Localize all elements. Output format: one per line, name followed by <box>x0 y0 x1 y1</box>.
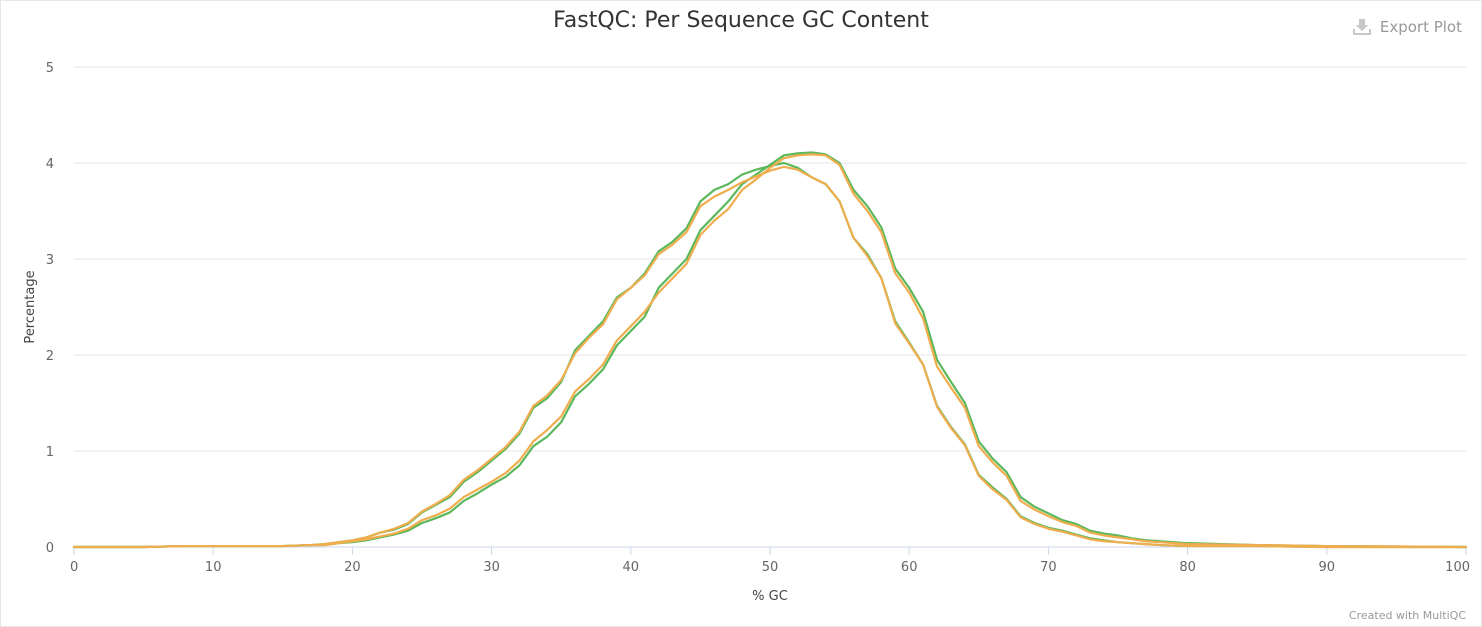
x-tick-label: 80 <box>1179 560 1196 575</box>
series-line-3[interactable] <box>72 165 1468 549</box>
series-lines <box>72 151 1468 549</box>
x-axis-label: % GC <box>752 589 788 604</box>
x-tick-label: 40 <box>623 560 640 575</box>
y-tick-label: 5 <box>46 61 54 76</box>
gridlines <box>74 66 1466 452</box>
x-tick-label: 10 <box>205 560 222 575</box>
y-tick-label: 4 <box>46 157 54 172</box>
multiqc-credit: Created with MultiQC <box>1348 609 1466 622</box>
x-tick-label: 90 <box>1319 560 1336 575</box>
series-line-4[interactable] <box>72 153 1468 549</box>
x-tick-label: 0 <box>70 560 78 575</box>
x-tick-label: 30 <box>483 560 500 575</box>
y-tick-label: 3 <box>46 253 54 268</box>
x-tick-label: 60 <box>901 560 918 575</box>
series-line-2[interactable] <box>72 151 1468 549</box>
export-plot-label: Export Plot <box>1379 18 1462 36</box>
x-tick-label: 70 <box>1040 560 1057 575</box>
y-tick-label: 1 <box>46 445 54 460</box>
x-tick-label: 50 <box>762 560 779 575</box>
y-axis-label: Percentage <box>23 270 38 343</box>
x-tick-label: 20 <box>344 560 361 575</box>
chart-title: FastQC: Per Sequence GC Content <box>553 8 929 33</box>
y-tick-label: 0 <box>46 541 54 556</box>
y-tick-label: 2 <box>46 349 54 364</box>
download-icon <box>1352 18 1372 36</box>
export-plot-button[interactable]: Export Plot <box>1352 18 1462 36</box>
x-tick-label: 100 <box>1445 560 1470 575</box>
